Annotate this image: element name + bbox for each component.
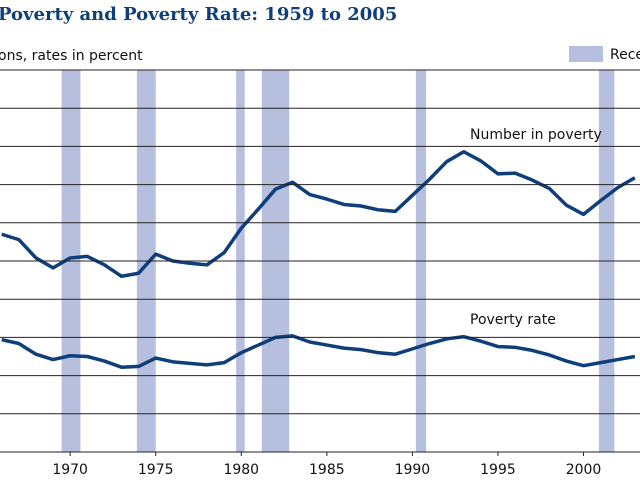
data-line — [1, 334, 636, 369]
chart-subtitle: ons, rates in percent — [0, 48, 143, 64]
x-tick-label: 1975 — [138, 462, 174, 478]
series-label: Number in poverty — [470, 127, 602, 143]
x-tick-label: 1980 — [223, 462, 259, 478]
legend-swatch — [569, 46, 603, 62]
x-tick-label: 2000 — [566, 462, 602, 478]
x-tick-label: 1985 — [309, 462, 345, 478]
chart-title: Poverty and Poverty Rate: 1959 to 2005 — [0, 4, 397, 25]
data-line — [1, 149, 636, 279]
series-label: Poverty rate — [470, 312, 556, 328]
x-tick-label: 1995 — [480, 462, 516, 478]
x-tick-label: 1970 — [52, 462, 88, 478]
x-tick-label: 1990 — [395, 462, 431, 478]
legend-label: Rece — [610, 47, 640, 63]
